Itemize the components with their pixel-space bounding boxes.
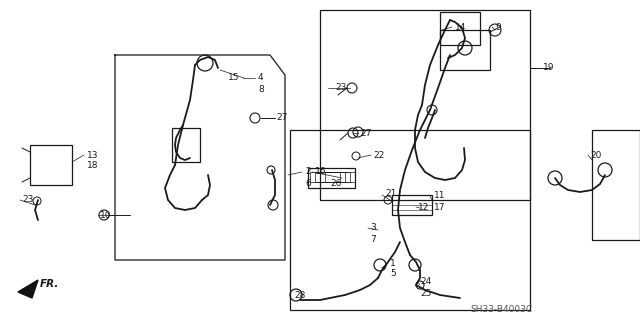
- Bar: [315, 172, 345, 182]
- Text: 5: 5: [390, 270, 396, 278]
- Text: 11: 11: [434, 191, 445, 201]
- Text: 13: 13: [87, 151, 99, 160]
- Text: 26: 26: [330, 179, 341, 188]
- Bar: [592, 130, 640, 240]
- Text: 22: 22: [373, 151, 384, 160]
- Bar: [308, 168, 355, 188]
- Text: 28: 28: [294, 291, 305, 300]
- Bar: [440, 12, 480, 45]
- Bar: [320, 172, 350, 182]
- Bar: [290, 130, 530, 310]
- Text: 27: 27: [360, 129, 371, 137]
- Text: 14: 14: [455, 23, 467, 32]
- Text: 17: 17: [434, 203, 445, 211]
- Bar: [392, 195, 432, 215]
- Text: 19: 19: [543, 63, 554, 72]
- Bar: [325, 172, 355, 182]
- Text: 25: 25: [420, 288, 431, 298]
- Text: 16: 16: [315, 167, 326, 176]
- Text: 10: 10: [100, 211, 111, 219]
- Text: 18: 18: [87, 161, 99, 170]
- Text: 7: 7: [370, 234, 376, 243]
- Text: 27: 27: [276, 113, 287, 122]
- Polygon shape: [18, 280, 38, 298]
- Text: 23: 23: [22, 196, 33, 204]
- Text: 24: 24: [420, 278, 431, 286]
- Text: 21: 21: [385, 189, 396, 197]
- Text: 9: 9: [495, 23, 500, 32]
- Bar: [320, 10, 530, 200]
- Text: 1: 1: [390, 258, 396, 268]
- Text: 4: 4: [258, 73, 264, 83]
- Bar: [172, 128, 200, 162]
- Text: 8: 8: [258, 85, 264, 93]
- Text: 12: 12: [418, 203, 429, 211]
- Text: SH33-B4003C: SH33-B4003C: [470, 306, 532, 315]
- Bar: [30, 145, 72, 185]
- Bar: [440, 30, 490, 70]
- Text: FR.: FR.: [40, 279, 60, 289]
- Text: 20: 20: [590, 151, 602, 160]
- Text: 15: 15: [228, 73, 239, 83]
- Text: 2: 2: [305, 167, 310, 176]
- Bar: [310, 172, 340, 182]
- Text: 6: 6: [305, 179, 311, 188]
- Text: 3: 3: [370, 224, 376, 233]
- Text: 23: 23: [335, 84, 346, 93]
